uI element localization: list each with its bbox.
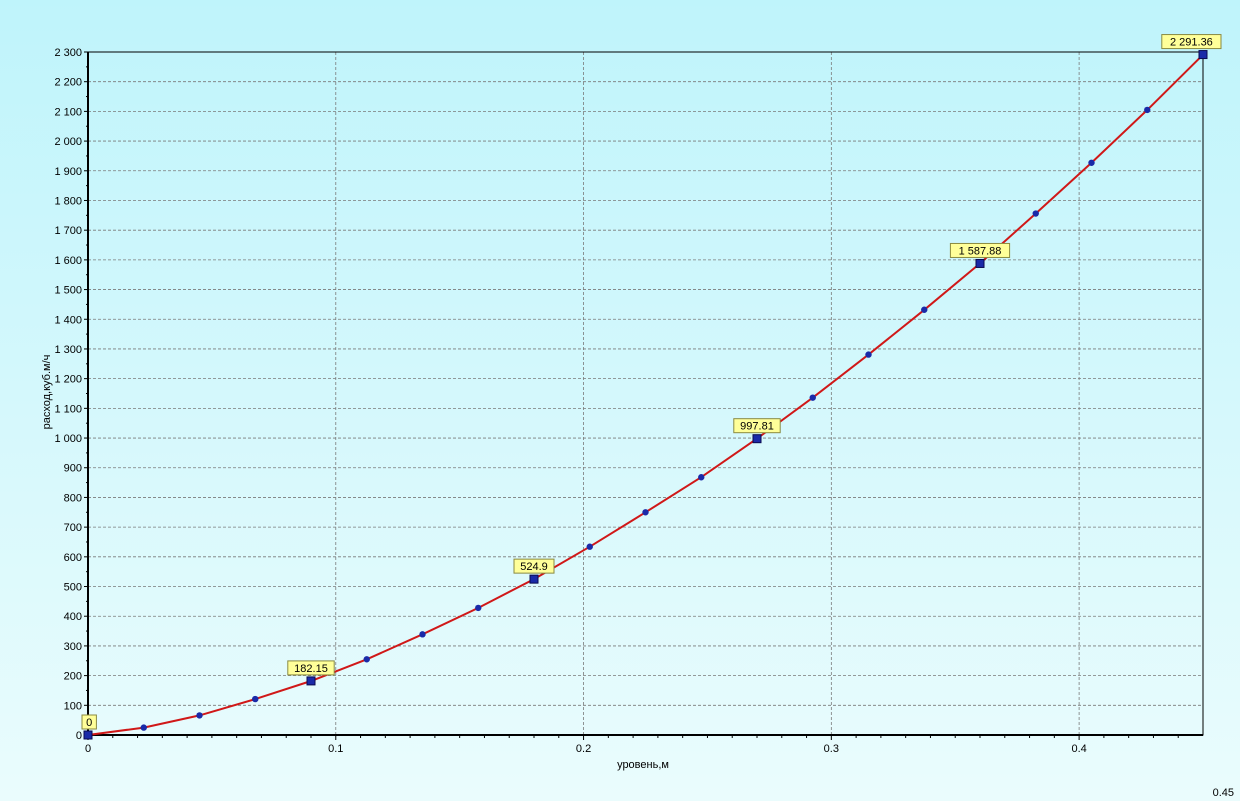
point-label: 997.81: [740, 421, 774, 433]
y-tick-label: 2 000: [54, 136, 82, 148]
point-label: 524.9: [520, 561, 548, 573]
y-tick-label: 1 100: [54, 403, 82, 415]
y-tick-label: 1 300: [54, 344, 82, 356]
point-label: 0: [86, 717, 92, 729]
y-tick-label: 1 900: [54, 166, 82, 178]
y-tick-label: 200: [64, 671, 82, 683]
y-tick-label: 600: [64, 552, 82, 564]
x-tick-label: 0.3: [824, 743, 839, 755]
y-tick-label: 1 800: [54, 195, 82, 207]
point-label: 2 291.36: [1170, 37, 1213, 49]
y-tick-label: 2 200: [54, 77, 82, 89]
data-point: [809, 394, 816, 401]
y-tick-label: 300: [64, 641, 82, 653]
y-tick-label: 1 500: [54, 285, 82, 297]
grid: [88, 51, 1203, 736]
data-point: [196, 712, 203, 719]
x-tick-label: 0: [85, 743, 91, 755]
x-tick-label: 0.4: [1071, 743, 1086, 755]
y-axis-title: расход,куб.м/ч: [41, 355, 53, 430]
labeled-point-marker: [975, 258, 985, 268]
y-tick-label: 1 400: [54, 314, 82, 326]
labeled-point-marker: [752, 434, 762, 444]
x-tick-label: 0.1: [328, 743, 343, 755]
point-labels: 0 182.15 524.9 997.81 1 587.88 2 291.36: [81, 34, 1222, 740]
data-point: [1088, 159, 1095, 166]
y-tick-label: 800: [64, 492, 82, 504]
data-point: [642, 509, 649, 516]
point-label-box: [1161, 34, 1222, 50]
point-label-box: [949, 242, 1011, 258]
y-tick-label: 0: [76, 730, 82, 742]
data-point: [419, 631, 426, 638]
data-point: [1032, 210, 1039, 217]
y-tick-label: 1 200: [54, 374, 82, 386]
y-tick-label: 2 100: [54, 106, 82, 118]
data-point: [1144, 106, 1151, 114]
x-axis-end-label: 0.45: [1212, 787, 1234, 799]
point-label-box: [733, 418, 781, 434]
data-point: [475, 604, 482, 612]
data-point: [586, 543, 593, 550]
axes: 0 100 200 300 400 500 600 700 800 900 1 000 1 100 1 …: [54, 47, 1204, 755]
x-axis-title: уровень,м: [617, 759, 669, 771]
labeled-point-marker: [1198, 50, 1208, 60]
point-label: 182.15: [294, 663, 328, 675]
data-point: [865, 351, 872, 358]
y-tick-label: 400: [64, 611, 82, 623]
data-point: [252, 695, 259, 703]
point-label: 1 587.88: [959, 245, 1002, 257]
data-point: [698, 474, 705, 481]
data-point: [363, 656, 370, 663]
data-point: [921, 306, 928, 313]
y-tick-label: 500: [64, 582, 82, 594]
labeled-point-marker: [306, 676, 316, 686]
x-tick-label: 0.2: [576, 743, 591, 755]
labeled-point-marker: [83, 730, 93, 740]
y-tick-label: 900: [64, 463, 82, 475]
point-label-box: [81, 714, 97, 730]
labeled-point-marker: [529, 574, 539, 584]
data-point: [140, 724, 147, 731]
y-tick-label: 700: [64, 522, 82, 534]
y-tick-label: 100: [64, 700, 82, 712]
y-tick-label: 1 700: [54, 225, 82, 237]
point-label-box: [287, 660, 335, 676]
y-tick-label: 1 600: [54, 255, 82, 267]
y-tick-label: 2 300: [54, 47, 82, 59]
point-label-box: [513, 558, 555, 574]
y-tick-label: 1 000: [54, 433, 82, 445]
